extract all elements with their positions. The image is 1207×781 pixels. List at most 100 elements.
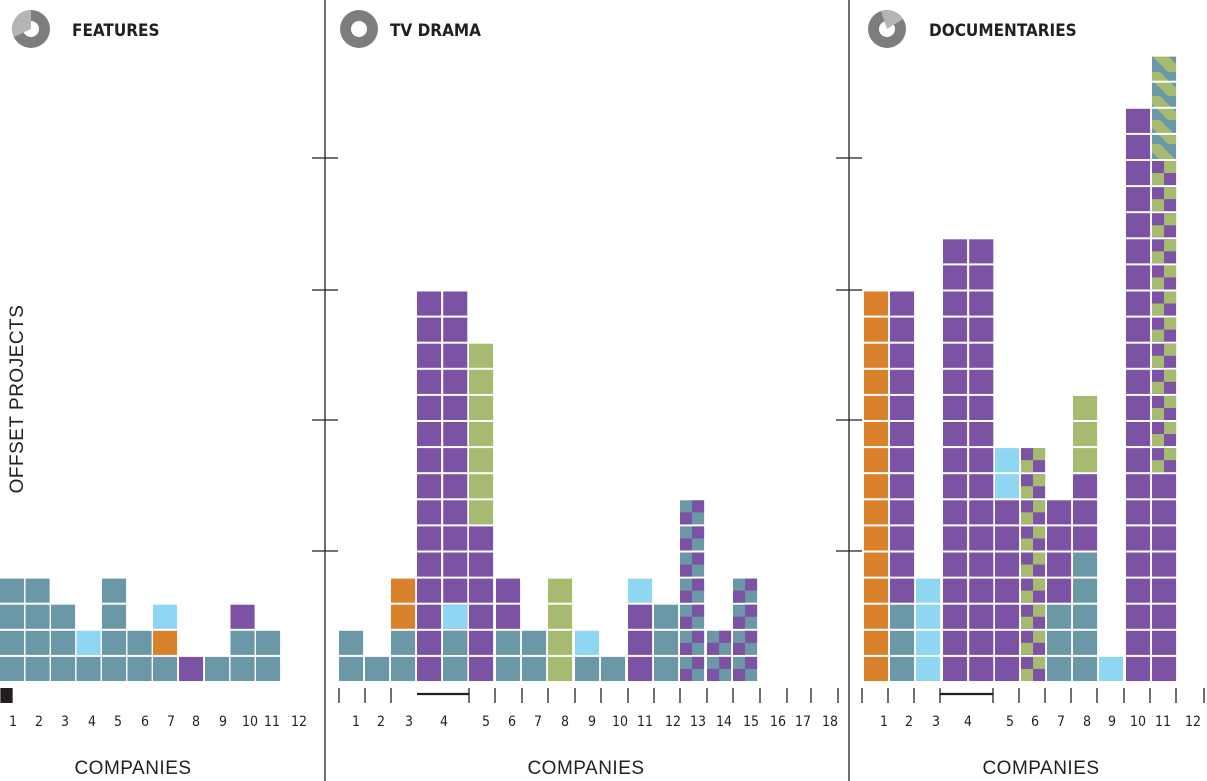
- bar-company-4: [76, 630, 101, 681]
- bar-segment: [230, 604, 255, 629]
- bar-segment: [230, 630, 255, 655]
- bar-segment: [969, 239, 994, 264]
- x-tick-label: 1: [352, 714, 360, 730]
- bar-segment: [1152, 526, 1177, 551]
- bar-segment: [417, 656, 442, 681]
- bar-segment: [153, 604, 178, 629]
- bar-segment: [969, 343, 994, 368]
- bar-segment: [1152, 213, 1177, 238]
- x-tick-label: 11: [264, 714, 280, 730]
- bar-segment: [969, 656, 994, 681]
- bar-segment: [443, 578, 468, 603]
- bar-segment: [864, 500, 889, 525]
- bar-segment: [496, 630, 521, 655]
- bar-segment: [548, 578, 573, 603]
- bar-segment: [417, 604, 442, 629]
- bar-segment: [443, 369, 468, 394]
- bar-segment: [469, 656, 494, 681]
- bar-segment: [864, 343, 889, 368]
- bar-segment: [1021, 552, 1046, 577]
- bar-company-2: [365, 656, 390, 681]
- bar-segment: [1126, 187, 1151, 212]
- bar-company-10: [230, 604, 255, 681]
- bar-segment: [916, 656, 941, 681]
- bar-company-12: [628, 578, 653, 681]
- bar-company-3: [51, 604, 76, 681]
- bar-segment: [943, 317, 968, 342]
- bar-segment: [25, 578, 50, 603]
- bar-segment: [417, 448, 442, 473]
- bars: [0, 578, 281, 681]
- bar-segment: [995, 526, 1020, 551]
- bar-segment: [1021, 630, 1046, 655]
- bar-segment: [1099, 656, 1124, 681]
- bar-segment: [417, 500, 442, 525]
- x-tick-label: 8: [561, 714, 569, 730]
- x-tick-label: 8: [192, 714, 200, 730]
- bar-segment: [76, 630, 101, 655]
- bar-segment: [890, 552, 915, 577]
- x-tick-label: 3: [61, 714, 69, 730]
- bar-segment: [496, 656, 521, 681]
- bar-segment: [1126, 578, 1151, 603]
- bar-segment: [890, 500, 915, 525]
- bar-segment: [890, 291, 915, 316]
- bar-company-9: [205, 656, 230, 681]
- bar-company-11: [1152, 56, 1177, 681]
- x-tick-label: 10: [242, 714, 258, 730]
- bar-company-13: [654, 604, 679, 681]
- bar-segment: [995, 604, 1020, 629]
- bar-segment: [969, 500, 994, 525]
- bar-company-11: [601, 656, 626, 681]
- bar-segment: [339, 656, 364, 681]
- bar-segment: [522, 656, 547, 681]
- bar-segment: [1152, 395, 1177, 420]
- x-tick-label: 10: [612, 714, 628, 730]
- bar-company-3: [391, 578, 416, 681]
- bar-segment: [1152, 630, 1177, 655]
- bar-segment: [391, 578, 416, 603]
- bar-segment: [443, 604, 468, 629]
- x-tick-label: 8: [1083, 714, 1091, 730]
- bar-segment: [628, 604, 653, 629]
- x-tick-label: 9: [219, 714, 227, 730]
- bar-segment: [548, 630, 573, 655]
- bar-segment: [443, 526, 468, 551]
- bar-segment: [1126, 108, 1151, 133]
- panel-title: FEATURES: [72, 21, 160, 41]
- bar-segment: [127, 656, 152, 681]
- bar-segment: [443, 474, 468, 499]
- bar-segment: [916, 604, 941, 629]
- bar-company-2: [890, 291, 915, 681]
- bar-segment: [417, 422, 442, 447]
- bar-segment: [864, 630, 889, 655]
- x-tick-label: 4: [440, 714, 448, 730]
- bar-segment: [469, 395, 494, 420]
- disc-pie-icon: [340, 10, 378, 48]
- bar-segment: [443, 422, 468, 447]
- bar-segment: [469, 422, 494, 447]
- bar-company-8: [179, 656, 204, 681]
- bar-segment: [153, 630, 178, 655]
- bar-segment: [417, 578, 442, 603]
- bar-segment: [943, 369, 968, 394]
- bar-segment: [969, 422, 994, 447]
- bar-segment: [733, 604, 758, 629]
- bar-segment: [469, 343, 494, 368]
- bar-segment: [1126, 317, 1151, 342]
- bar-segment: [916, 630, 941, 655]
- bar-segment: [1073, 500, 1098, 525]
- bar-company-8: [522, 630, 547, 681]
- bar-segment: [1047, 604, 1072, 629]
- disc-pie-icon: [12, 10, 50, 48]
- bar-segment: [1021, 604, 1046, 629]
- bar-segment: [548, 604, 573, 629]
- bar-segment: [969, 474, 994, 499]
- bar-segment: [969, 604, 994, 629]
- bar-segment: [995, 448, 1020, 473]
- bar-segment: [1152, 578, 1177, 603]
- bar-segment: [864, 474, 889, 499]
- bar-segment: [469, 500, 494, 525]
- bar-segment: [1073, 656, 1098, 681]
